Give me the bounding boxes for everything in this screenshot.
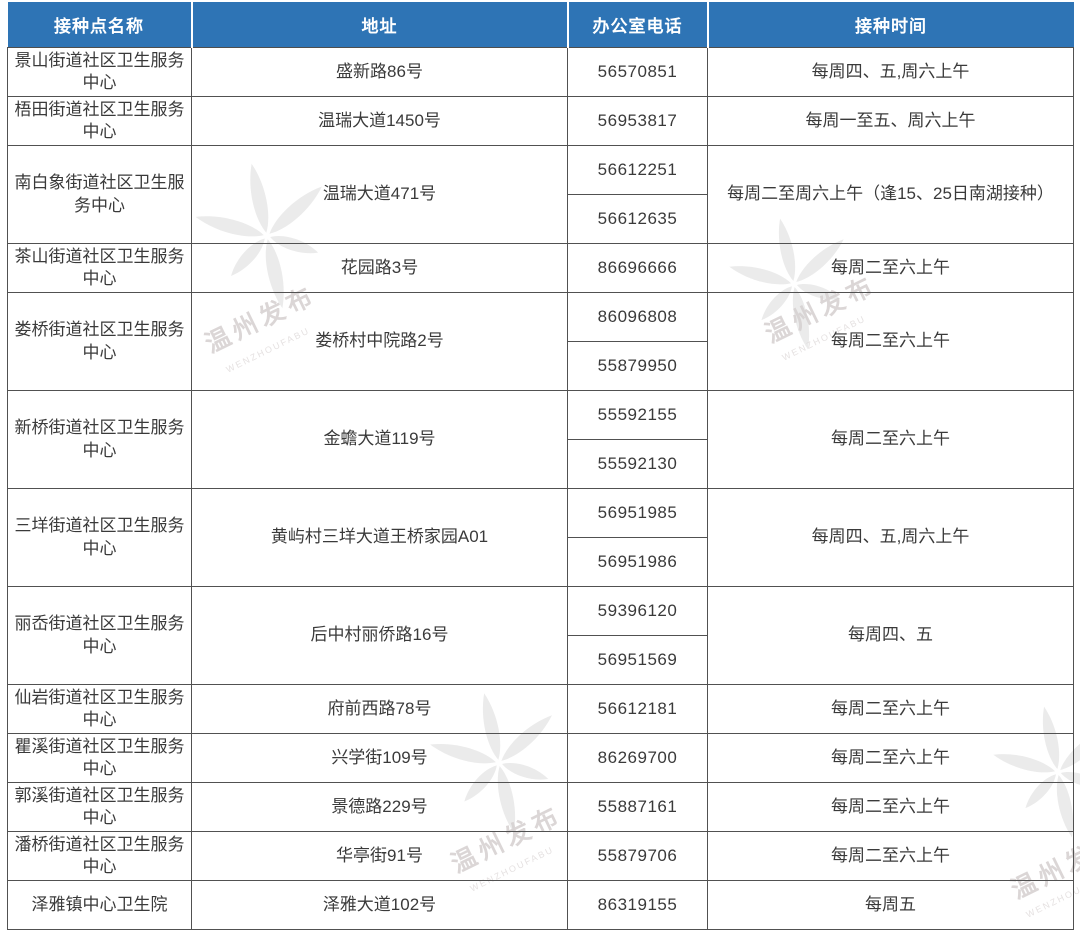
site-name-cell: 娄桥街道社区卫生服务中心 (7, 292, 192, 391)
phone-cell: 86319155 (567, 880, 708, 930)
phone-cell: 55887161 (567, 782, 708, 832)
site-name-cell: 三垟街道社区卫生服务中心 (7, 488, 192, 587)
header-vaccination-time: 接种时间 (706, 2, 1074, 48)
time-cell: 每周四、五,周六上午 (707, 488, 1074, 587)
phone-cell: 86696666 (567, 243, 708, 293)
time-cell: 每周四、五,周六上午 (707, 47, 1074, 97)
address-cell: 盛新路86号 (191, 47, 568, 97)
phone-cell: 59396120 (567, 586, 708, 636)
address-cell: 金蟾大道119号 (191, 390, 568, 489)
site-name-cell: 南白象街道社区卫生服务中心 (7, 145, 192, 244)
header-office-phone: 办公室电话 (566, 2, 708, 48)
address-cell: 兴学街109号 (191, 733, 568, 783)
time-cell: 每周五 (707, 880, 1074, 930)
phone-cell: 55592130 (567, 439, 708, 489)
table-row: 三垟街道社区卫生服务中心 黄屿村三垟大道王桥家园A01 56951985 每周四… (7, 488, 1074, 587)
table-header-row: 接种点名称 地址 办公室电话 接种时间 (7, 2, 1074, 48)
time-cell: 每周四、五 (707, 586, 1074, 685)
table-subrow: 55879950 (8, 341, 1074, 391)
address-cell: 景德路229号 (191, 782, 568, 832)
phone-cell: 56951986 (567, 537, 708, 587)
table-row: 潘桥街道社区卫生服务中心 华亭街91号 55879706 每周二至六上午 (7, 831, 1074, 881)
table-row: 茶山街道社区卫生服务中心 花园路3号 86696666 每周二至六上午 (7, 243, 1074, 293)
table-row: 丽岙街道社区卫生服务中心 后中村丽侨路16号 59396120 每周四、五 (7, 586, 1074, 685)
site-name-cell: 郭溪街道社区卫生服务中心 (7, 782, 192, 832)
time-cell: 每周二至六上午 (707, 292, 1074, 391)
time-cell: 每周二至六上午 (707, 390, 1074, 489)
table-row: 景山街道社区卫生服务中心 盛新路86号 56570851 每周四、五,周六上午 (7, 47, 1074, 97)
site-name-cell: 茶山街道社区卫生服务中心 (7, 243, 192, 293)
table-subrow: 56951986 (8, 537, 1074, 587)
phone-cell: 56612635 (567, 194, 708, 244)
time-cell: 每周二至周六上午（逢15、25日南湖接种） (707, 145, 1074, 244)
header-address: 地址 (190, 2, 568, 48)
table-row: 新桥街道社区卫生服务中心 金蟾大道119号 55592155 每周二至六上午 (7, 390, 1074, 489)
phone-cell: 56953817 (567, 96, 708, 146)
table-subrow: 55592130 (8, 439, 1074, 489)
site-name-cell: 潘桥街道社区卫生服务中心 (7, 831, 192, 881)
table-row: 娄桥街道社区卫生服务中心 娄桥村中院路2号 86096808 每周二至六上午 (7, 292, 1074, 391)
phone-cell: 55879706 (567, 831, 708, 881)
phone-cell: 56612181 (567, 684, 708, 734)
vaccination-sites-table: 接种点名称 地址 办公室电话 接种时间 景山街道社区卫生服务中心 盛新路86号 … (7, 2, 1074, 930)
site-name-cell: 泽雅镇中心卫生院 (7, 880, 192, 930)
phone-cell: 55879950 (567, 341, 708, 391)
address-cell: 温瑞大道471号 (191, 145, 568, 244)
phone-cell: 56951569 (567, 635, 708, 685)
header-site-name: 接种点名称 (7, 2, 192, 48)
site-name-cell: 丽岙街道社区卫生服务中心 (7, 586, 192, 685)
table-row: 郭溪街道社区卫生服务中心 景德路229号 55887161 每周二至六上午 (7, 782, 1074, 832)
table-row: 泽雅镇中心卫生院 泽雅大道102号 86319155 每周五 (7, 880, 1074, 930)
address-cell: 府前西路78号 (191, 684, 568, 734)
phone-cell: 56570851 (567, 47, 708, 97)
time-cell: 每周二至六上午 (707, 243, 1074, 293)
time-cell: 每周二至六上午 (707, 684, 1074, 734)
time-cell: 每周一至五、周六上午 (707, 96, 1074, 146)
address-cell: 花园路3号 (191, 243, 568, 293)
phone-cell: 86096808 (567, 292, 708, 342)
address-cell: 娄桥村中院路2号 (191, 292, 568, 391)
phone-cell: 55592155 (567, 390, 708, 440)
table-row: 南白象街道社区卫生服务中心 温瑞大道471号 56612251 每周二至周六上午… (7, 145, 1074, 244)
time-cell: 每周二至六上午 (707, 733, 1074, 783)
time-cell: 每周二至六上午 (707, 831, 1074, 881)
site-name-cell: 新桥街道社区卫生服务中心 (7, 390, 192, 489)
table-row: 梧田街道社区卫生服务中心 温瑞大道1450号 56953817 每周一至五、周六… (7, 96, 1074, 146)
site-name-cell: 仙岩街道社区卫生服务中心 (7, 684, 192, 734)
address-cell: 温瑞大道1450号 (191, 96, 568, 146)
table-row: 瞿溪街道社区卫生服务中心 兴学街109号 86269700 每周二至六上午 (7, 733, 1074, 783)
site-name-cell: 景山街道社区卫生服务中心 (7, 47, 192, 97)
time-cell: 每周二至六上午 (707, 782, 1074, 832)
site-name-cell: 梧田街道社区卫生服务中心 (7, 96, 192, 146)
address-cell: 华亭街91号 (191, 831, 568, 881)
table-row: 仙岩街道社区卫生服务中心 府前西路78号 56612181 每周二至六上午 (7, 684, 1074, 734)
phone-cell: 86269700 (567, 733, 708, 783)
table-subrow: 56612635 (8, 194, 1074, 244)
address-cell: 后中村丽侨路16号 (191, 586, 568, 685)
address-cell: 黄屿村三垟大道王桥家园A01 (191, 488, 568, 587)
address-cell: 泽雅大道102号 (191, 880, 568, 930)
phone-cell: 56951985 (567, 488, 708, 538)
site-name-cell: 瞿溪街道社区卫生服务中心 (7, 733, 192, 783)
phone-cell: 56612251 (567, 145, 708, 195)
